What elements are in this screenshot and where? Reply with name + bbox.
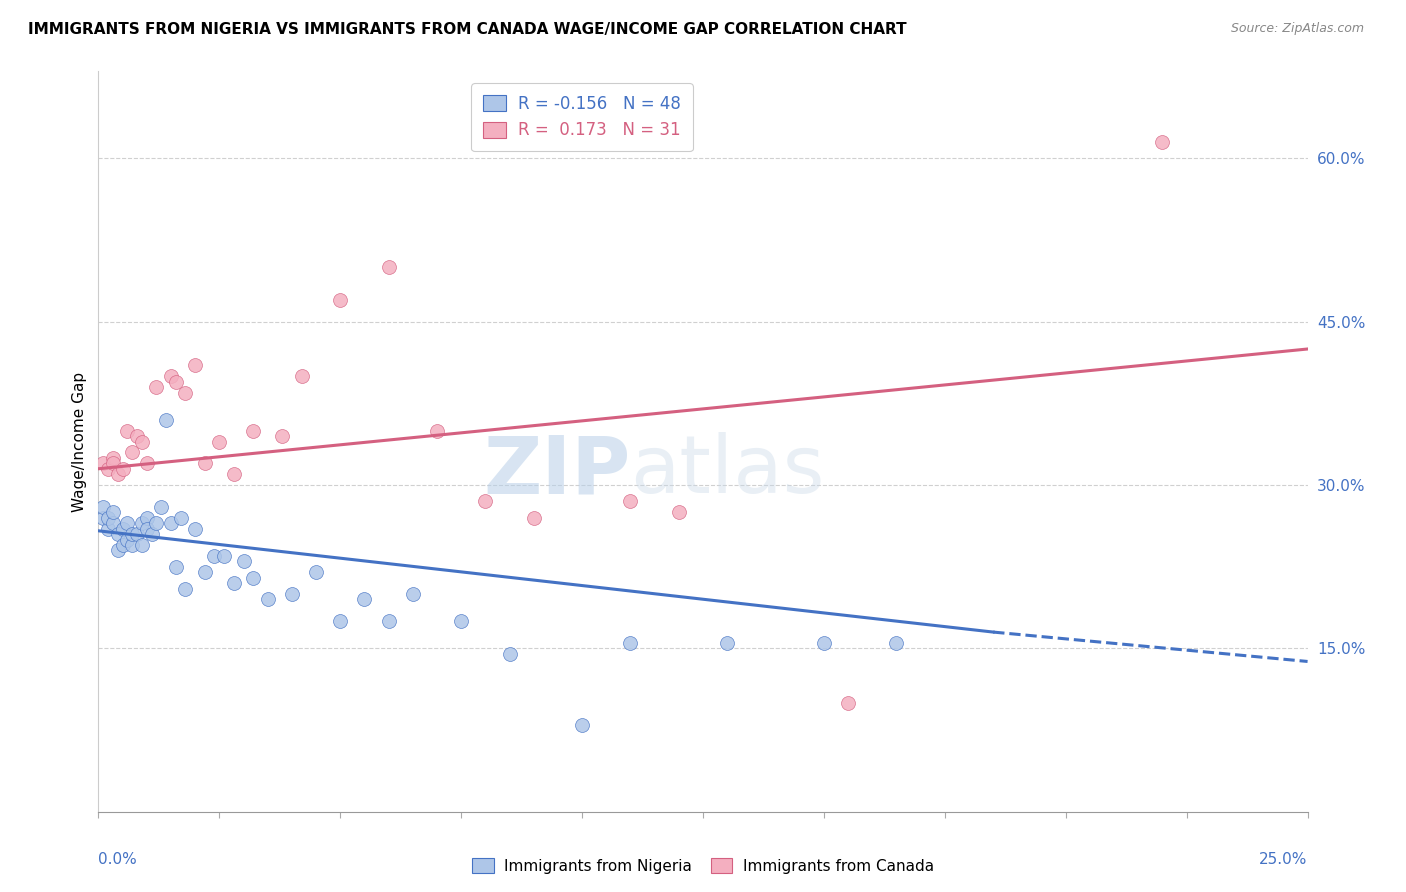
Point (194, 565, 217, 579)
Point (184, 522, 207, 536)
Point (716, 636, 738, 650)
Point (204, 549, 226, 563)
Point (117, 424, 139, 438)
Point (668, 505, 690, 519)
Point (886, 636, 908, 650)
Point (174, 582, 197, 596)
Point (131, 434, 153, 449)
Point (160, 369, 183, 384)
Point (290, 369, 312, 384)
Point (402, 587, 425, 601)
Point (145, 516, 167, 531)
Text: 0.0%: 0.0% (98, 853, 138, 867)
Point (135, 510, 157, 524)
Point (242, 571, 264, 585)
Point (91, 456, 114, 470)
Point (208, 434, 231, 449)
Point (101, 505, 124, 519)
Point (111, 538, 134, 552)
Point (474, 494, 496, 508)
Point (131, 538, 153, 552)
Point (127, 527, 149, 541)
Text: atlas: atlas (630, 432, 825, 510)
Text: IMMIGRANTS FROM NIGERIA VS IMMIGRANTS FROM CANADA WAGE/INCOME GAP CORRELATION CH: IMMIGRANTS FROM NIGERIA VS IMMIGRANTS FR… (28, 22, 907, 37)
Point (101, 516, 124, 531)
Point (121, 527, 143, 541)
Point (212, 549, 235, 563)
Point (101, 450, 124, 465)
Point (97, 462, 120, 476)
Point (619, 494, 641, 508)
Point (121, 538, 143, 552)
Text: ZIP: ZIP (484, 432, 630, 510)
Point (256, 592, 278, 607)
Y-axis label: Wage/Income Gap: Wage/Income Gap (72, 371, 87, 512)
Point (271, 429, 294, 443)
Point (222, 576, 245, 591)
Text: Source: ZipAtlas.com: Source: ZipAtlas.com (1230, 22, 1364, 36)
Point (107, 543, 129, 558)
Point (281, 587, 304, 601)
Point (117, 533, 139, 547)
Point (619, 636, 641, 650)
Point (117, 516, 139, 531)
Point (107, 467, 129, 482)
Point (169, 510, 191, 524)
Point (135, 522, 157, 536)
Point (97, 510, 120, 524)
Point (91, 510, 114, 524)
Point (150, 500, 173, 514)
Point (174, 385, 197, 400)
Point (145, 380, 167, 394)
Point (1152, 135, 1174, 149)
Point (426, 424, 449, 438)
Point (329, 293, 352, 307)
Point (353, 592, 375, 607)
Point (165, 559, 187, 574)
Point (498, 647, 520, 661)
Point (329, 614, 352, 628)
Point (165, 375, 187, 389)
Point (135, 456, 157, 470)
Point (155, 413, 177, 427)
Point (111, 522, 134, 536)
Point (377, 614, 399, 628)
Point (222, 467, 245, 482)
Point (121, 445, 143, 459)
Point (91, 500, 114, 514)
Point (523, 510, 546, 524)
Point (242, 424, 264, 438)
Point (101, 456, 124, 470)
Point (141, 527, 163, 541)
Point (377, 260, 399, 275)
Point (107, 527, 129, 541)
Point (111, 462, 134, 476)
Point (131, 516, 153, 531)
Point (194, 456, 217, 470)
Point (127, 429, 149, 443)
Point (305, 565, 328, 579)
Point (160, 516, 183, 531)
Legend: Immigrants from Nigeria, Immigrants from Canada: Immigrants from Nigeria, Immigrants from… (467, 852, 939, 880)
Point (571, 717, 593, 731)
Point (184, 359, 207, 373)
Point (97, 522, 120, 536)
Point (837, 696, 859, 710)
Point (813, 636, 835, 650)
Point (450, 614, 472, 628)
Point (232, 554, 254, 568)
Legend: R = -0.156   N = 48, R =  0.173   N = 31: R = -0.156 N = 48, R = 0.173 N = 31 (471, 83, 693, 151)
Text: 25.0%: 25.0% (1260, 853, 1308, 867)
